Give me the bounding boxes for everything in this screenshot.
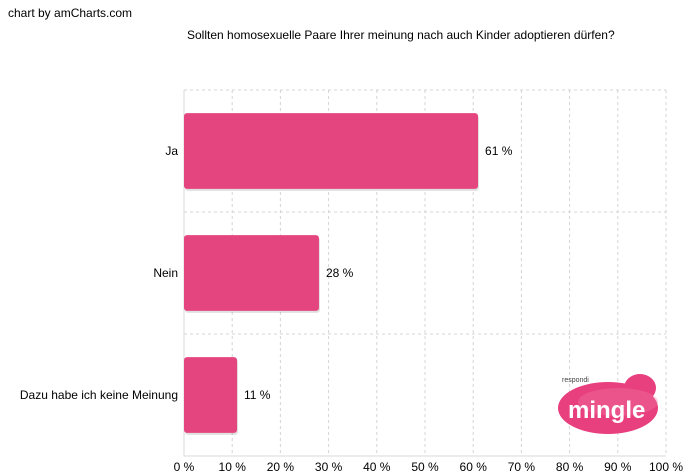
logo-small-text: respondi <box>562 377 589 384</box>
category-label: Ja <box>165 144 178 158</box>
category-label: Nein <box>153 266 178 280</box>
chart-credit[interactable]: chart by amCharts.com <box>8 6 133 20</box>
value-label: 28 % <box>326 266 354 280</box>
value-label: 61 % <box>485 144 513 158</box>
value-label: 11 % <box>244 388 271 402</box>
x-tick-label: 100 % <box>649 460 683 474</box>
category-label: Dazu habe ich keine Meinung <box>20 388 178 402</box>
logo-text: mingle <box>568 397 645 424</box>
x-tick-label: 0 % <box>174 460 195 474</box>
x-tick-label: 20 % <box>267 460 295 474</box>
x-tick-label: 70 % <box>508 460 536 474</box>
x-tick-label: 50 % <box>411 460 439 474</box>
x-tick-label: 30 % <box>315 460 343 474</box>
x-tick-label: 90 % <box>604 460 632 474</box>
x-tick-label: 80 % <box>556 460 584 474</box>
bar <box>184 357 238 433</box>
x-tick-label: 60 % <box>460 460 488 474</box>
bar <box>184 113 479 189</box>
chart-title: Sollten homosexuelle Paare Ihrer meinung… <box>187 28 615 42</box>
bar <box>184 235 319 311</box>
x-tick-label: 40 % <box>363 460 391 474</box>
x-tick-label: 10 % <box>219 460 247 474</box>
mingle-logo: respondi mingle <box>558 374 658 434</box>
